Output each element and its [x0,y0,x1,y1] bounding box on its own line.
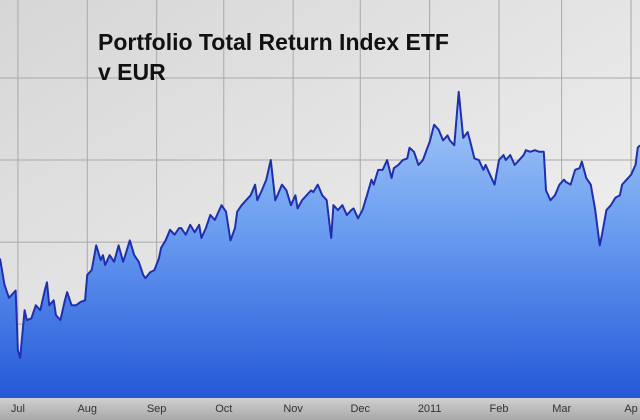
series [0,90,640,398]
x-tick-label: Jul [11,403,25,415]
x-axis-strip [0,398,640,420]
x-tick-label: Dec [350,403,370,415]
x-tick-label: 2011 [418,403,442,415]
line [0,90,640,359]
x-axis: Jul Aug Sep Oct Nov Dec 2011 Feb Mar Ap [11,403,638,415]
x-tick-label: Oct [215,403,232,415]
x-tick-label: Ap [624,403,637,415]
x-tick-label: Mar [552,403,571,415]
x-tick-label: Nov [283,403,303,415]
x-tick-label: Aug [77,403,97,415]
chart-title: v EUR [98,59,166,85]
area [0,91,640,398]
x-tick-label: Feb [490,403,509,415]
x-tick-label: Sep [147,403,167,415]
chart-title: Portfolio Total Return Index ETF [98,29,449,55]
